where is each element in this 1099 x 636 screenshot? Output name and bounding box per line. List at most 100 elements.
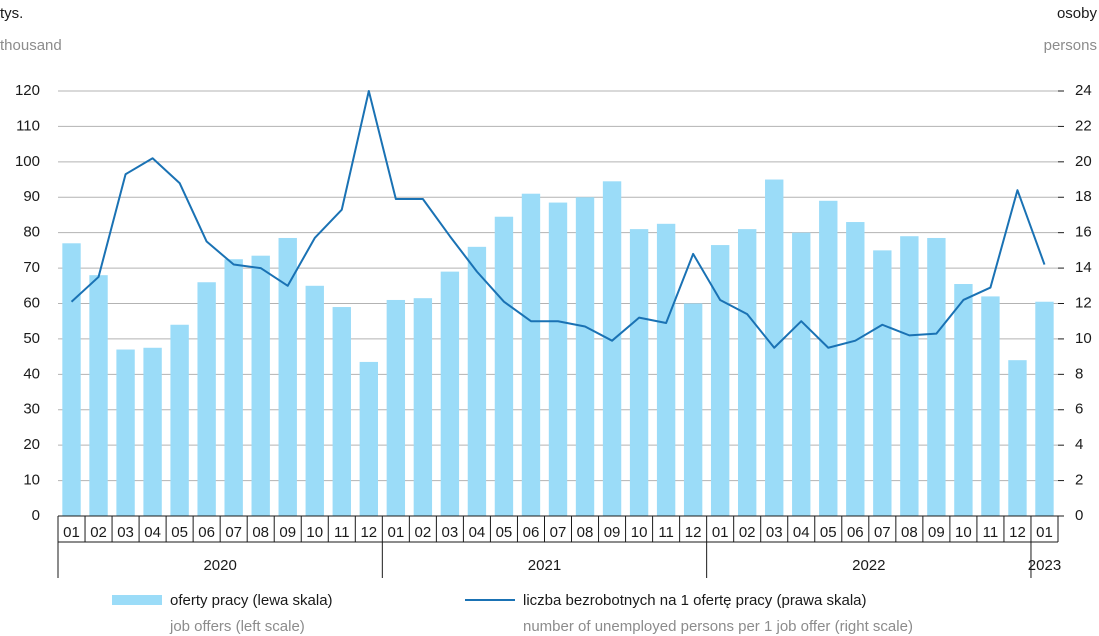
year-label: 2023	[1028, 557, 1061, 574]
year-label: 2022	[852, 557, 885, 574]
x-tick-label: 03	[766, 524, 783, 541]
x-tick-label: 04	[469, 524, 486, 541]
y2-tick-label: 12	[1075, 294, 1092, 311]
x-tick-label: 02	[739, 524, 756, 541]
bar	[819, 200, 838, 516]
x-tick-label: 08	[901, 524, 918, 541]
bar	[116, 349, 135, 516]
year-label: 2021	[528, 557, 561, 574]
bar	[440, 271, 460, 516]
bar	[386, 299, 406, 516]
bar	[927, 237, 946, 516]
y-tick-label: 10	[23, 472, 40, 489]
bar	[197, 282, 216, 516]
bar	[62, 243, 81, 516]
bar	[954, 284, 973, 516]
x-tick-label: 06	[198, 524, 215, 541]
bar	[305, 285, 324, 516]
x-tick-label: 06	[523, 524, 540, 541]
bar	[467, 246, 487, 517]
legend-label: liczba bezrobotnych na 1 ofertę pracy (p…	[523, 592, 867, 609]
y2-tick-label: 22	[1075, 117, 1092, 134]
y-tick-label: 60	[23, 294, 40, 311]
bar	[873, 250, 892, 516]
x-tick-label: 03	[117, 524, 134, 541]
bar	[1008, 360, 1027, 516]
bar	[548, 202, 568, 516]
x-tick-label: 04	[793, 524, 810, 541]
x-tick-label: 10	[631, 524, 648, 541]
x-tick-label: 10	[306, 524, 323, 541]
y-tick-label: 110	[16, 117, 40, 134]
x-tick-label: 05	[820, 524, 837, 541]
x-tick-label: 12	[360, 524, 377, 541]
x-tick-label: 01	[1036, 524, 1053, 541]
bar	[981, 296, 1000, 516]
bar	[656, 223, 676, 516]
x-tick-label: 04	[144, 524, 161, 541]
x-tick-label: 11	[658, 524, 674, 541]
year-label: 2020	[203, 557, 236, 574]
x-tick-label: 01	[387, 524, 404, 541]
y2-tick-label: 24	[1075, 82, 1092, 99]
bar	[413, 298, 433, 516]
left-axis-label-en: thousand	[0, 37, 62, 54]
y2-tick-label: 0	[1075, 507, 1083, 524]
y-tick-label: 50	[23, 330, 40, 347]
y2-tick-label: 20	[1075, 153, 1092, 170]
x-tick-label: 06	[847, 524, 864, 541]
legend-label-en: number of unemployed persons per 1 job o…	[523, 618, 913, 635]
x-tick-label: 01	[712, 524, 729, 541]
y-tick-label: 120	[15, 82, 40, 99]
bar	[602, 181, 622, 516]
bar	[143, 347, 162, 516]
bar	[575, 197, 595, 516]
x-tick-label: 12	[1009, 524, 1026, 541]
y2-tick-label: 18	[1075, 188, 1092, 205]
bar	[683, 303, 703, 516]
bar	[494, 216, 514, 516]
x-tick-label: 09	[928, 524, 945, 541]
right-axis-label: osoby	[1057, 5, 1098, 22]
legend-label: oferty pracy (lewa skala)	[170, 592, 333, 609]
bar	[359, 361, 378, 516]
bar	[170, 324, 189, 516]
left-axis-label: tys.	[0, 5, 23, 22]
bar	[251, 255, 270, 516]
x-tick-label: 11	[983, 524, 999, 541]
y2-tick-label: 6	[1075, 401, 1083, 418]
bar	[278, 237, 297, 516]
x-tick-label: 02	[415, 524, 432, 541]
y2-tick-label: 8	[1075, 365, 1083, 382]
x-tick-label: 07	[550, 524, 567, 541]
y-tick-label: 70	[23, 259, 40, 276]
x-tick-label: 08	[577, 524, 594, 541]
legend-label-en: job offers (left scale)	[169, 618, 305, 635]
bar	[738, 229, 757, 516]
x-tick-label: 01	[63, 524, 80, 541]
y2-tick-label: 14	[1075, 259, 1092, 276]
line	[70, 90, 1046, 349]
legend-swatch	[112, 595, 162, 605]
x-tick-label: 11	[334, 524, 350, 541]
y-tick-label: 100	[15, 153, 40, 170]
x-tick-label: 05	[496, 524, 513, 541]
x-tick-label: 09	[279, 524, 296, 541]
bar	[89, 275, 108, 516]
x-tick-label: 10	[955, 524, 972, 541]
y2-tick-label: 2	[1075, 472, 1083, 489]
y2-tick-label: 10	[1075, 330, 1092, 347]
y2-tick-label: 16	[1075, 224, 1092, 241]
bar	[332, 307, 351, 516]
bar	[846, 222, 865, 516]
bar	[629, 229, 649, 516]
y2-tick-label: 4	[1075, 436, 1083, 453]
bar	[1035, 301, 1054, 516]
x-tick-label: 05	[171, 524, 188, 541]
bar	[710, 245, 730, 516]
y-tick-label: 0	[32, 507, 40, 524]
bar	[900, 236, 919, 517]
x-tick-label: 07	[225, 524, 242, 541]
y-tick-label: 20	[23, 436, 40, 453]
